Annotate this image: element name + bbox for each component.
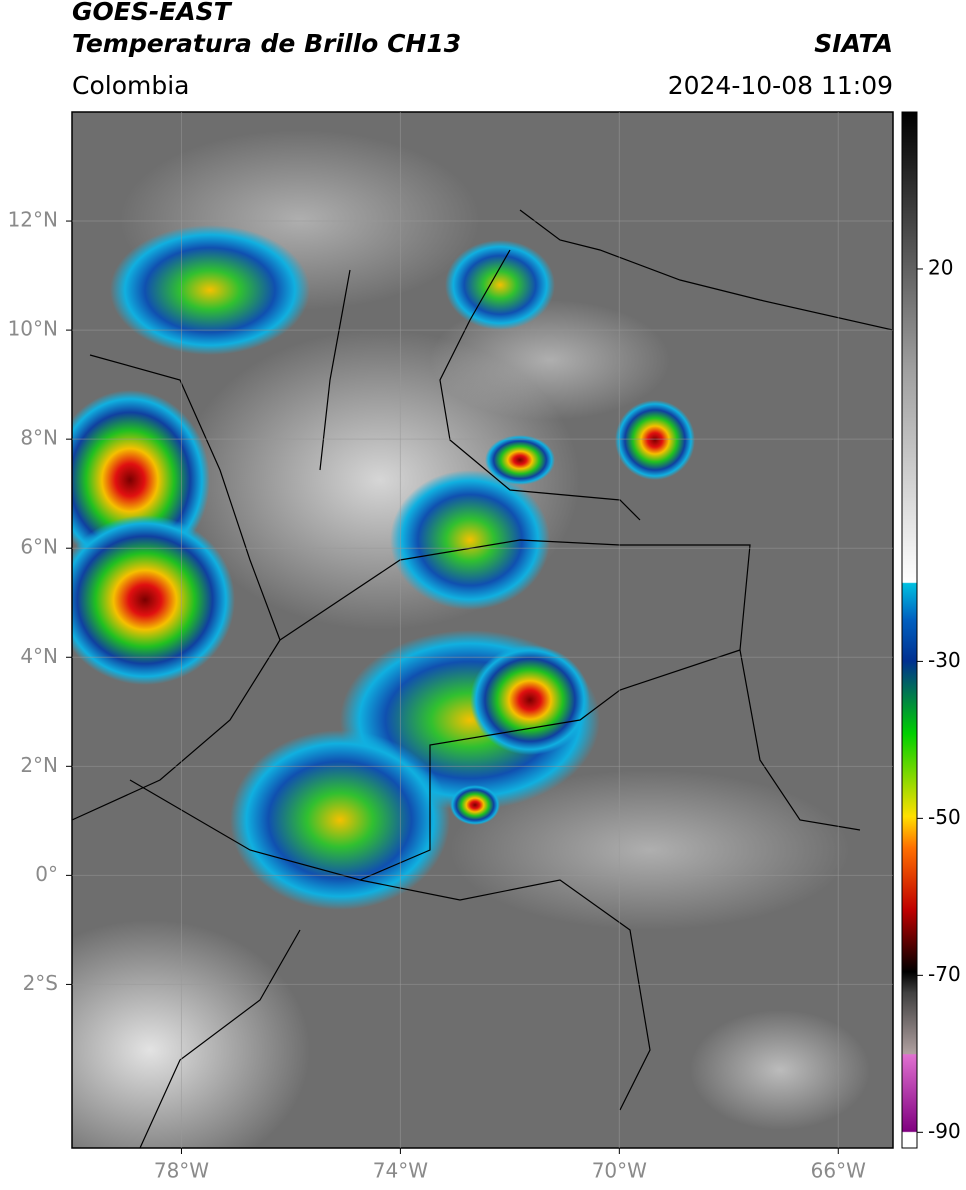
colorbar	[901, 111, 918, 1149]
product: Temperatura de Brillo CH13	[72, 29, 461, 58]
y-tick-label: 2°S	[23, 971, 58, 995]
timestamp: 2024-10-08 11:09	[668, 71, 893, 100]
colorbar-tick-label: -90	[928, 1119, 961, 1143]
colorbar-tick-label: -50	[928, 805, 961, 829]
y-tick-label: 8°N	[20, 426, 58, 450]
colorbar-tick-label: 20	[928, 255, 953, 279]
colorbar-tick-label: -30	[928, 648, 961, 672]
satellite: GOES-EAST	[72, 0, 233, 26]
map-frame	[71, 111, 894, 1149]
satellite-image	[72, 112, 893, 1148]
x-tick-label: 70°W	[592, 1159, 647, 1183]
y-tick-label: 10°N	[8, 317, 58, 341]
colorbar-tick-label: -70	[928, 962, 961, 986]
y-tick-label: 6°N	[20, 535, 58, 559]
x-tick-label: 78°W	[154, 1159, 209, 1183]
y-tick-label: 0°	[35, 862, 58, 886]
y-tick-label: 12°N	[8, 208, 58, 232]
y-tick-label: 2°N	[20, 753, 58, 777]
y-tick-label: 4°N	[20, 644, 58, 668]
x-tick-label: 74°W	[373, 1159, 428, 1183]
region: Colombia	[72, 71, 189, 100]
source: SIATA	[814, 29, 893, 58]
x-tick-label: 66°W	[811, 1159, 866, 1183]
